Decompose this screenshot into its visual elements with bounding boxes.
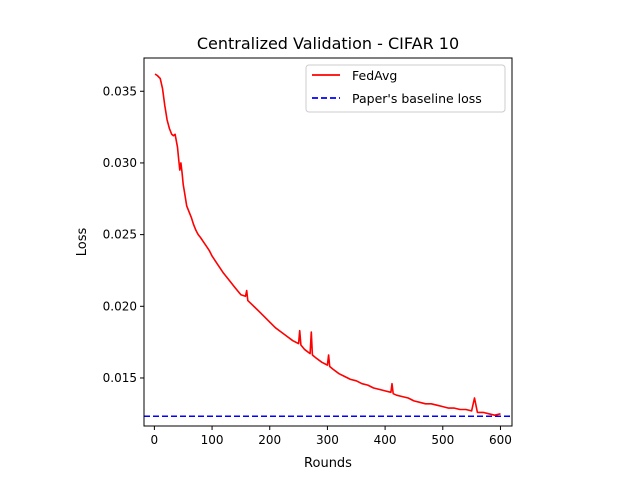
x-tick-label: 200: [258, 433, 281, 447]
y-tick-label: 0.020: [103, 299, 137, 313]
plot-area: 0 100 200 300 400 500 600 0.015 0.020 0.025 0.030 0…: [103, 73, 512, 447]
legend-fedavg-label: FedAvg: [352, 68, 397, 83]
legend-baseline-label: Paper's baseline loss: [352, 91, 482, 106]
y-tick-label: 0.015: [103, 371, 137, 385]
y-axis-label: Loss: [75, 228, 90, 257]
y-tick-label: 0.035: [103, 84, 137, 98]
x-tick-label: 500: [431, 433, 454, 447]
x-tick-label: 400: [374, 433, 397, 447]
y-tick-label: 0.025: [103, 228, 137, 242]
x-tick-label: 0: [151, 433, 159, 447]
legend: FedAvg Paper's baseline loss: [305, 64, 506, 113]
series-group: [144, 73, 512, 418]
axes-frame: [143, 57, 513, 427]
y-tick-label: 0.030: [103, 156, 137, 170]
x-tick-label: 100: [201, 433, 224, 447]
x-tick-label: 600: [489, 433, 512, 447]
x-axis-label: Rounds: [304, 456, 352, 471]
legend-box: [305, 64, 506, 113]
x-tick-label: 300: [316, 433, 339, 447]
chart-title: Centralized Validation - CIFAR 10: [197, 34, 459, 53]
series-line-fedavg: [154, 73, 501, 416]
